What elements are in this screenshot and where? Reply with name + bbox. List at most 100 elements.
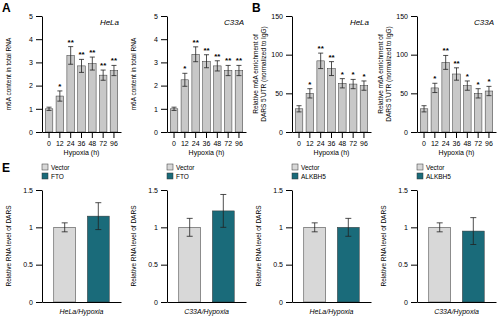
- axis-line: [418, 302, 497, 303]
- x-axis-title: C33A/Hypoxia: [434, 308, 479, 316]
- bar: [349, 84, 357, 132]
- tick-label: 0: [154, 299, 158, 306]
- tick-mark: [174, 132, 175, 138]
- chart-title: HeLa: [350, 18, 370, 27]
- tick-mark: [161, 62, 167, 63]
- legend-swatch: [42, 164, 48, 170]
- tick: 96: [360, 132, 368, 147]
- tick-mark: [161, 86, 167, 87]
- plot-area: [54, 203, 109, 302]
- plot-area: [304, 218, 359, 302]
- tick-mark: [36, 86, 42, 87]
- significance-label: **: [318, 44, 325, 53]
- tick: 0.5: [148, 261, 167, 268]
- tspan: DARS 5ʹUTR (normalized to IgG): [260, 26, 268, 122]
- bar: [99, 75, 107, 132]
- bar: [89, 64, 97, 132]
- x-axis: [293, 302, 372, 303]
- legend-swatch: [292, 164, 298, 170]
- significance-label: **: [89, 48, 96, 57]
- axis-line: [42, 17, 43, 133]
- error-bar: [329, 62, 334, 76]
- error-bar: [432, 83, 437, 92]
- error-bar: [470, 218, 476, 245]
- error-bar: [79, 59, 84, 72]
- chart: 00.511.5C33A/HypoxiaRelative RNA level o…: [380, 164, 497, 317]
- tick: 50: [275, 90, 292, 97]
- bar: [474, 93, 482, 132]
- tick-mark: [238, 132, 239, 138]
- tick-label: 24: [442, 140, 450, 147]
- tick-label: 1: [29, 224, 33, 231]
- tspan: Relative RNA level of DARS: [130, 205, 137, 287]
- chart: 0122436487296012345***********C33AHypoxi…: [130, 13, 247, 157]
- tick-label: 50: [400, 90, 408, 97]
- significance-label: *: [352, 70, 356, 79]
- tick: 0: [172, 132, 176, 147]
- legend-label: FTO: [176, 173, 189, 180]
- x-axis-title: HeLa/Hypoxia: [60, 308, 104, 316]
- error-bar: [182, 73, 187, 86]
- tick-label: 3: [29, 59, 33, 66]
- axis-line: [417, 191, 418, 303]
- axis-line: [42, 191, 43, 303]
- error-bar: [57, 91, 62, 101]
- y-axis: 012345: [29, 13, 42, 136]
- tick: 24: [317, 132, 325, 147]
- error-bar: [486, 86, 491, 95]
- tick-mark: [286, 132, 292, 133]
- tick-label: 1: [404, 224, 408, 231]
- tick-label: 0: [404, 129, 408, 136]
- tick-label: 2: [29, 82, 33, 89]
- tick: 2: [154, 82, 167, 89]
- significance-label: *: [308, 80, 312, 89]
- tick: 0: [29, 299, 42, 306]
- legend: VectorFTO: [42, 164, 70, 180]
- tick-mark: [424, 132, 425, 138]
- error-bar: [318, 53, 323, 68]
- significance-label: *: [362, 72, 366, 81]
- tick: 3: [29, 59, 42, 66]
- legend-label: Vector: [51, 164, 70, 171]
- tick-label: 72: [349, 140, 357, 147]
- significance-label: **: [453, 59, 460, 68]
- tick-mark: [411, 265, 417, 266]
- significance-label: *: [466, 72, 470, 81]
- panel-letter: B: [252, 1, 261, 15]
- tick-mark: [36, 109, 42, 110]
- bar: [45, 109, 53, 132]
- tick: 1: [29, 106, 42, 113]
- panel-letter: A: [2, 1, 11, 15]
- tick-mark: [286, 55, 292, 56]
- significance-label: **: [443, 46, 450, 55]
- tick-mark: [36, 39, 42, 40]
- error-bar: [297, 106, 302, 112]
- error-bar: [47, 107, 52, 110]
- y-axis-title: Relative RNA level of DARS: [380, 205, 387, 287]
- axis-line: [293, 302, 372, 303]
- tick-label: 96: [360, 140, 368, 147]
- tspan: m6A content in total RNA: [130, 37, 137, 110]
- tick-mark: [411, 16, 417, 17]
- tick-mark: [49, 132, 50, 138]
- tick-mark: [411, 55, 417, 56]
- bar: [317, 61, 325, 132]
- tick-mark: [206, 132, 207, 138]
- bar: [110, 71, 118, 132]
- chart: 0122436487296050100150********HeLaHypoxi…: [252, 13, 372, 157]
- error-bar: [204, 55, 209, 68]
- tick-label: 1: [154, 106, 158, 113]
- legend-swatch: [292, 173, 298, 179]
- bar: [235, 71, 243, 132]
- tick: 96: [110, 132, 118, 147]
- tick: 0: [29, 129, 42, 136]
- chart-title: C33A: [474, 18, 494, 27]
- significance-label: **: [225, 56, 232, 65]
- tick: 0: [404, 299, 417, 306]
- axis-line: [43, 302, 122, 303]
- legend: VectorALKBH5: [292, 164, 326, 180]
- tick-label: 150: [271, 13, 283, 20]
- bar: [214, 66, 222, 132]
- bar: [431, 88, 439, 132]
- figure: 0122436487296012345***********HeLaHypoxi…: [0, 0, 500, 320]
